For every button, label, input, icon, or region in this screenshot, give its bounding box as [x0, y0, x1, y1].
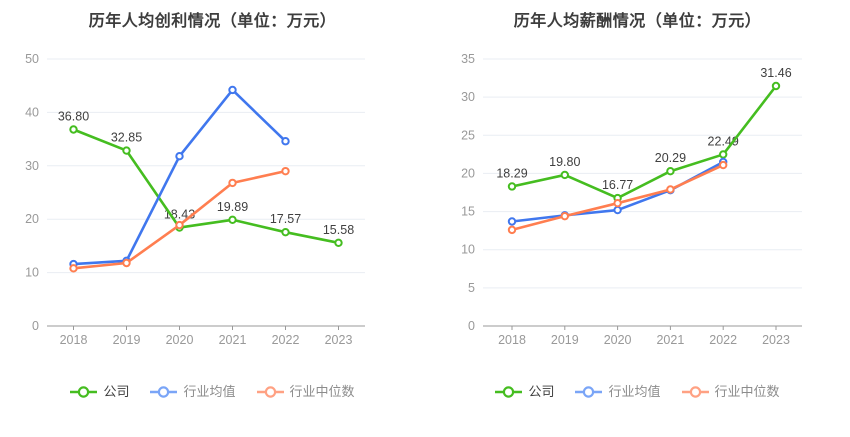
data-point[interactable]: [613, 198, 622, 208]
x-tick-label: 2021: [656, 333, 684, 347]
y-tick-label: 5: [468, 281, 475, 295]
y-tick-label: 10: [25, 266, 39, 280]
data-point[interactable]: [666, 185, 675, 194]
data-point[interactable]: [560, 211, 570, 221]
y-tick-label: 10: [461, 243, 475, 257]
legend: 公司 行业均值 行业中位数: [425, 381, 850, 403]
legend-item-label: 行业均值: [183, 384, 236, 399]
x-tick-label: 2018: [498, 333, 526, 347]
data-label: 19.80: [549, 155, 580, 169]
y-tick-label: 35: [461, 52, 475, 66]
data-label: 36.80: [58, 109, 89, 123]
legend-marker-icon: [575, 386, 603, 398]
y-tick-label: 40: [25, 105, 39, 119]
data-point[interactable]: [69, 264, 78, 273]
y-tick-label: 30: [25, 159, 39, 173]
legend-item-0[interactable]: 公司: [495, 381, 554, 403]
data-label: 15.58: [323, 223, 354, 237]
data-point[interactable]: [281, 166, 290, 176]
y-tick-label: 25: [461, 128, 475, 142]
legend: 公司 行业均值 行业中位数: [0, 381, 425, 403]
data-label: 32.85: [111, 131, 142, 145]
chart-canvas[interactable]: 2018 2019 2020 2021 2022 2023 0 10 20 30 40 50 36.80…: [0, 0, 425, 378]
legend-marker-icon: [150, 386, 178, 398]
data-point[interactable]: [122, 146, 131, 155]
legend-item-1[interactable]: 行业均值: [150, 381, 236, 403]
data-point[interactable]: [719, 160, 728, 170]
data-label: 31.46: [760, 66, 791, 80]
y-tick-label: 15: [461, 205, 475, 219]
legend-item-label: 公司: [528, 384, 555, 399]
x-tick-label: 2018: [60, 333, 88, 347]
data-point[interactable]: [228, 85, 237, 95]
y-tick-label: 30: [461, 90, 475, 104]
x-tick-label: 2021: [219, 333, 247, 347]
x-tick-label: 2023: [762, 333, 790, 347]
x-tick-label: 2019: [113, 333, 141, 347]
legend-marker-icon: [256, 386, 284, 398]
data-point[interactable]: [613, 205, 622, 215]
y-tick-label: 50: [25, 52, 39, 66]
data-point[interactable]: [507, 225, 517, 235]
data-point[interactable]: [666, 167, 675, 176]
legend-item-label: 行业中位数: [714, 384, 780, 399]
x-tick-label: 2020: [604, 333, 632, 347]
y-tick-label: 0: [468, 319, 475, 333]
y-tick-label: 20: [461, 166, 475, 180]
y-tick-label: 20: [25, 212, 39, 226]
x-tick-label: 2022: [709, 333, 737, 347]
data-point[interactable]: [175, 220, 184, 230]
x-tick-label: 2022: [272, 333, 300, 347]
data-point[interactable]: [281, 227, 290, 237]
x-tick-label: 2019: [551, 333, 579, 347]
legend-marker-icon: [681, 386, 709, 398]
data-point[interactable]: [175, 151, 184, 161]
chart-title: 历年人均创利情况（单位：万元）: [88, 13, 337, 30]
data-label: 19.89: [217, 200, 248, 214]
legend-item-label: 行业中位数: [289, 384, 355, 399]
data-point[interactable]: [69, 125, 78, 134]
data-point[interactable]: [334, 238, 343, 248]
data-point[interactable]: [771, 81, 781, 91]
data-point[interactable]: [228, 178, 237, 188]
legend-item-0[interactable]: 公司: [70, 381, 129, 403]
x-tick-label: 2023: [325, 333, 353, 347]
data-point[interactable]: [560, 170, 570, 180]
legend-item-2[interactable]: 行业中位数: [256, 381, 355, 403]
y-tick-label: 0: [32, 319, 39, 333]
chart-profit-per-capita: 历年人均创利情况（单位：万元） 2018 2019 2020 2021 2022 2023…: [0, 0, 425, 403]
data-point[interactable]: [281, 137, 290, 146]
data-point[interactable]: [228, 215, 237, 224]
data-label: 20.29: [655, 151, 686, 165]
legend-marker-icon: [70, 386, 98, 398]
legend-item-label: 行业均值: [608, 384, 661, 399]
data-label: 18.29: [496, 166, 527, 180]
chart-canvas[interactable]: 2018 2019 2020 2021 2022 2023 0 5 10 15 20 25 30 35 18…: [425, 0, 850, 378]
legend-item-2[interactable]: 行业中位数: [681, 381, 780, 403]
data-point[interactable]: [122, 258, 131, 268]
data-point[interactable]: [507, 182, 517, 191]
data-point[interactable]: [719, 150, 728, 159]
chart-title: 历年人均薪酬情况（单位：万元）: [513, 13, 762, 30]
x-tick-label: 2020: [166, 333, 194, 347]
legend-item-1[interactable]: 行业均值: [575, 381, 661, 403]
chart-salary-per-capita: 历年人均薪酬情况（单位：万元） 2018 2019 2020 2021 2022 2023…: [425, 0, 850, 437]
legend-item-label: 公司: [103, 384, 130, 399]
data-label: 16.77: [602, 178, 633, 192]
legend-marker-icon: [495, 386, 523, 398]
data-label: 17.57: [270, 212, 301, 226]
data-point[interactable]: [507, 217, 517, 226]
series-line-0[interactable]: [510, 84, 778, 200]
series-line-0[interactable]: [72, 128, 340, 245]
